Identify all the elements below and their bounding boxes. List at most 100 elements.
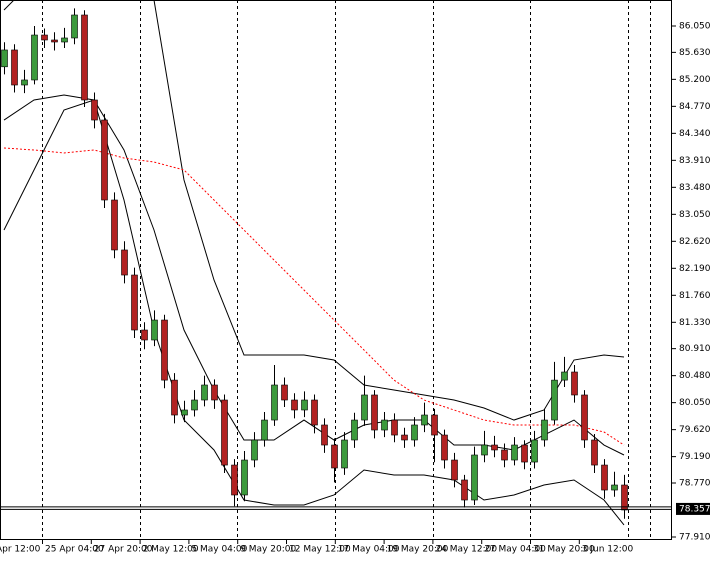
- candle-body: [1, 49, 8, 68]
- candle: [521, 440, 528, 470]
- candle: [411, 417, 418, 447]
- candle: [421, 402, 428, 433]
- candle: [51, 32, 58, 51]
- x-tick-label: 17 May 04:00: [338, 545, 400, 555]
- candle-body: [521, 444, 528, 463]
- candle-body: [401, 434, 408, 441]
- candle: [611, 471, 618, 497]
- candle: [31, 25, 38, 85]
- candle-body: [11, 49, 18, 86]
- candle-body: [431, 414, 438, 436]
- candle: [131, 267, 138, 338]
- candle-body: [461, 479, 468, 501]
- candle: [381, 412, 388, 438]
- candle-body: [441, 434, 448, 461]
- candle: [471, 446, 478, 505]
- candle-body: [81, 14, 88, 101]
- y-tick-label: 83.910: [679, 156, 710, 166]
- x-tick-label: 5 May 04:00: [191, 545, 247, 555]
- candle-body: [261, 419, 268, 441]
- price-label: 78.357: [679, 504, 710, 514]
- candle: [281, 377, 288, 408]
- candle-body: [161, 319, 168, 381]
- candle: [231, 459, 238, 507]
- candle: [531, 430, 538, 469]
- candle: [481, 430, 488, 463]
- y-tick-label: 81.330: [679, 318, 710, 328]
- x-tick-label: 2 May 12:00: [143, 545, 199, 555]
- candle: [11, 44, 18, 93]
- candle: [121, 241, 128, 284]
- candle-body: [391, 419, 398, 436]
- x-tick-label: 25 Apr 04:00: [45, 545, 104, 555]
- candle: [301, 391, 308, 418]
- candle: [141, 322, 148, 350]
- candle-body: [551, 379, 558, 421]
- candle: [501, 443, 508, 468]
- candle: [331, 438, 338, 483]
- candle: [161, 314, 168, 389]
- candle-body: [31, 34, 38, 81]
- candle: [61, 27, 68, 48]
- candle: [581, 390, 588, 448]
- candle: [91, 92, 98, 129]
- candle: [271, 364, 278, 426]
- candle-body: [601, 464, 608, 491]
- candle: [461, 474, 468, 508]
- y-tick-label: 83.050: [679, 210, 710, 220]
- candle-body: [71, 14, 78, 39]
- candle-body: [561, 371, 568, 381]
- candle-body: [301, 399, 308, 411]
- candle: [101, 113, 108, 209]
- candle-body: [271, 384, 278, 421]
- candle-body: [251, 439, 258, 461]
- candle-body: [201, 384, 208, 401]
- candle-body: [241, 459, 248, 496]
- candle-body: [101, 119, 108, 201]
- candle-body: [141, 329, 148, 341]
- candle-body: [151, 319, 158, 341]
- candle-body: [591, 439, 598, 466]
- candle: [551, 361, 558, 425]
- indicator-line: [3, 99, 625, 526]
- candle: [391, 413, 398, 443]
- candle-body: [351, 419, 358, 441]
- candle-body: [291, 399, 298, 411]
- candle: [561, 356, 568, 387]
- candle: [1, 42, 8, 75]
- plot-area: [1, 0, 628, 526]
- candle-body: [511, 444, 518, 461]
- candle-body: [231, 464, 238, 496]
- candle-body: [531, 439, 538, 463]
- price-box: [676, 502, 710, 515]
- candle: [361, 375, 368, 426]
- candle: [291, 393, 298, 419]
- candle: [351, 412, 358, 448]
- candle: [511, 437, 518, 466]
- candle: [321, 418, 328, 453]
- candle: [601, 459, 608, 499]
- candle: [621, 474, 628, 519]
- candle-body: [91, 99, 98, 121]
- y-tick-label: 84.770: [679, 102, 710, 112]
- x-tick-label: 12 May 12:00: [289, 545, 351, 555]
- candle: [261, 412, 268, 447]
- candle: [171, 373, 178, 424]
- y-tick-label: 80.050: [679, 398, 710, 408]
- x-tick-label: 31 May 20:00: [533, 545, 595, 555]
- candle-body: [371, 394, 378, 431]
- candle-body: [21, 79, 28, 86]
- x-tick-label: 27 May 04:00: [484, 545, 546, 555]
- candle-body: [131, 274, 138, 331]
- candle-body: [581, 394, 588, 441]
- x-tick-label: 19 May 20:00: [387, 545, 449, 555]
- vertical-grid: [42, 0, 651, 540]
- candle: [251, 432, 258, 468]
- candle-body: [451, 459, 458, 481]
- candle-body: [121, 249, 128, 276]
- candle: [571, 364, 578, 403]
- x-tick-label: 9 May 20:00: [240, 545, 296, 555]
- x-tick-label: 27 Apr 20:00: [94, 545, 153, 555]
- candle: [151, 310, 158, 347]
